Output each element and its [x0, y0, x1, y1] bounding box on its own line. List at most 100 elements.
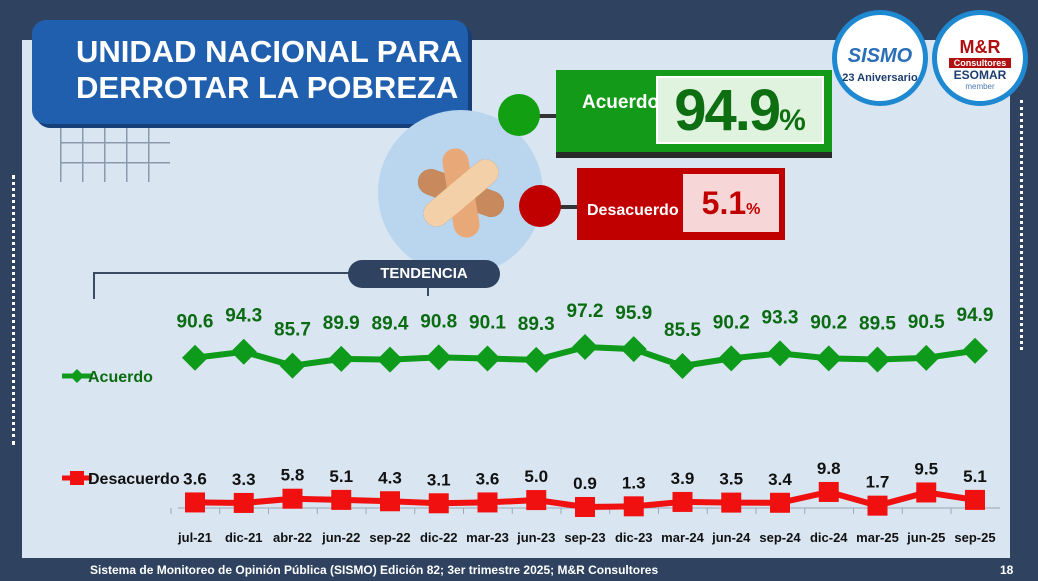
data-label: 9.5	[914, 459, 938, 478]
data-label: 3.6	[183, 469, 207, 488]
data-point-acuerdo	[620, 336, 647, 363]
x-tick-label: sep-24	[759, 530, 801, 545]
data-label: 9.8	[817, 459, 841, 478]
x-tick-label: dic-21	[225, 530, 263, 545]
data-label: 97.2	[567, 301, 604, 322]
data-label: 89.4	[372, 314, 409, 335]
disagree-box: Desacuerdo 5.1%	[577, 168, 785, 240]
data-point-desacuerdo	[331, 489, 352, 510]
data-point-desacuerdo	[818, 481, 839, 502]
legend-label-acuerdo: Acuerdo	[88, 369, 153, 386]
data-point-acuerdo	[425, 344, 452, 371]
data-point-acuerdo	[572, 334, 598, 361]
trend-bracket	[93, 272, 428, 274]
page-number: 18	[1000, 563, 1014, 577]
disagree-value-box: 5.1%	[683, 174, 779, 232]
legend-label-desacuerdo: Desacuerdo	[88, 471, 180, 488]
data-label: 5.1	[329, 467, 353, 486]
data-point-acuerdo	[279, 352, 306, 379]
agree-value-box: 94.9%	[656, 76, 824, 144]
data-label: 3.1	[427, 470, 451, 489]
data-point-desacuerdo	[770, 492, 790, 513]
data-label: 3.6	[476, 469, 500, 488]
data-label: 3.4	[768, 470, 792, 489]
data-point-desacuerdo	[526, 490, 547, 511]
disagree-value: 5.1	[701, 185, 747, 221]
data-label: 3.9	[671, 469, 695, 488]
data-point-acuerdo	[377, 346, 403, 373]
x-tick-label: mar-24	[661, 530, 704, 545]
data-label: 3.3	[232, 470, 256, 489]
agree-dot	[498, 94, 540, 136]
data-point-desacuerdo	[721, 492, 742, 513]
disagree-label: Desacuerdo	[587, 202, 679, 219]
mr-logo: M&R Consultores ESOMAR member	[932, 10, 1028, 106]
x-tick-label: jun-24	[711, 530, 751, 545]
data-point-desacuerdo	[185, 492, 205, 513]
title-line-1: UNIDAD NACIONAL PARA	[76, 34, 463, 69]
x-tick-label: jun-25	[906, 530, 945, 545]
data-point-acuerdo	[669, 353, 696, 379]
esomar-text: ESOMAR	[953, 68, 1007, 82]
data-point-acuerdo	[523, 346, 550, 373]
data-label: 90.1	[469, 313, 506, 334]
x-tick-label: sep-23	[564, 530, 605, 545]
data-label: 95.9	[615, 303, 652, 324]
data-label: 90.2	[810, 312, 847, 333]
data-point-desacuerdo	[380, 491, 400, 512]
data-point-acuerdo	[718, 345, 745, 372]
data-point-acuerdo	[767, 340, 793, 367]
sismo-anniversary: 23 Aniversario	[842, 72, 918, 84]
data-label: 85.7	[274, 320, 311, 341]
data-point-acuerdo	[962, 337, 988, 364]
data-label: 89.3	[518, 314, 555, 335]
data-label: 5.0	[524, 467, 548, 486]
data-point-desacuerdo	[428, 493, 449, 514]
data-label: 3.5	[719, 470, 743, 489]
agree-box: Acuerdo 94.9%	[556, 70, 832, 152]
disagree-unit: %	[746, 201, 761, 218]
data-label: 89.5	[859, 314, 896, 335]
x-tick-label: abr-22	[273, 530, 312, 545]
connector	[550, 205, 580, 209]
data-point-acuerdo	[474, 345, 501, 372]
data-label: 5.1	[963, 467, 987, 486]
x-tick-label: dic-24	[810, 530, 848, 545]
data-label: 89.9	[323, 313, 360, 334]
data-point-acuerdo	[328, 345, 355, 372]
data-point-desacuerdo	[916, 482, 937, 503]
agree-unit: %	[779, 104, 806, 137]
x-tick-label: sep-25	[954, 530, 995, 545]
data-label: 90.8	[420, 311, 457, 332]
data-label: 85.5	[664, 320, 701, 341]
data-label: 0.9	[573, 474, 597, 493]
data-point-acuerdo	[182, 344, 208, 371]
data-point-acuerdo	[864, 346, 891, 373]
x-tick-label: dic-23	[615, 530, 653, 545]
trend-bracket-left	[93, 272, 95, 299]
mr-sub: Consultores	[949, 58, 1011, 68]
data-point-desacuerdo	[282, 488, 303, 509]
data-point-desacuerdo	[867, 495, 888, 516]
data-point-desacuerdo	[575, 497, 595, 517]
legend-marker-acuerdo	[70, 369, 84, 383]
connector	[520, 114, 560, 118]
disagree-dot	[519, 185, 561, 227]
sismo-logo: SISMO 23 Aniversario	[832, 10, 928, 106]
page-title: UNIDAD NACIONAL PARA DERROTAR LA POBREZA	[32, 20, 468, 124]
data-point-desacuerdo	[477, 492, 498, 513]
legend-marker-desacuerdo	[70, 471, 84, 485]
data-label: 5.8	[281, 466, 305, 485]
data-point-acuerdo	[815, 345, 842, 372]
x-tick-label: sep-22	[369, 530, 410, 545]
data-label: 90.2	[713, 312, 750, 333]
mr-text: M&R	[959, 37, 1001, 57]
x-tick-label: jun-22	[321, 530, 360, 545]
agree-value: 94.9	[674, 78, 781, 143]
footer-source: Sistema de Monitoreo de Opinión Pública …	[90, 563, 659, 577]
x-tick-label: jul-21	[177, 530, 212, 545]
data-label: 94.9	[957, 305, 994, 326]
data-label: 94.3	[225, 306, 262, 327]
x-tick-label: mar-25	[856, 530, 899, 545]
